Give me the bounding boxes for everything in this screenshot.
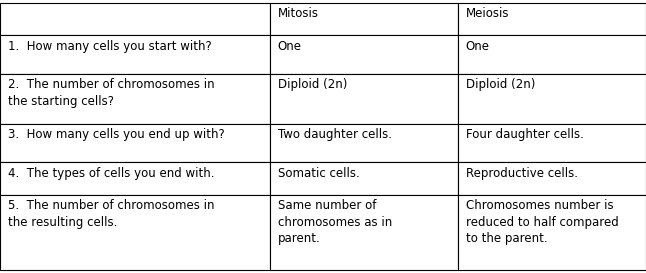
Bar [270, 74, 458, 124]
Bar [458, 162, 646, 195]
Text: One: One [466, 40, 490, 52]
Bar [0, 124, 270, 162]
Text: 4.  The types of cells you end with.: 4. The types of cells you end with. [8, 167, 214, 180]
Bar [0, 162, 270, 195]
Text: Meiosis: Meiosis [466, 7, 509, 20]
Bar [458, 35, 646, 74]
Text: One: One [278, 40, 302, 52]
Text: 5.  The number of chromosomes in
the resulting cells.: 5. The number of chromosomes in the resu… [8, 199, 214, 229]
Bar [0, 74, 270, 124]
Bar [270, 3, 458, 35]
Bar [458, 3, 646, 35]
Text: Mitosis: Mitosis [278, 7, 318, 20]
Bar [458, 74, 646, 124]
Bar [270, 195, 458, 270]
Text: Diploid (2n): Diploid (2n) [466, 78, 535, 91]
Text: 3.  How many cells you end up with?: 3. How many cells you end up with? [8, 128, 225, 141]
Text: Two daughter cells.: Two daughter cells. [278, 128, 391, 141]
Bar [0, 3, 270, 35]
Text: Same number of
chromosomes as in
parent.: Same number of chromosomes as in parent. [278, 199, 392, 245]
Bar [0, 35, 270, 74]
Text: Diploid (2n): Diploid (2n) [278, 78, 347, 91]
Bar [270, 124, 458, 162]
Text: Four daughter cells.: Four daughter cells. [466, 128, 583, 141]
Bar [270, 162, 458, 195]
Text: Somatic cells.: Somatic cells. [278, 167, 360, 180]
Text: Chromosomes number is
reduced to half compared
to the parent.: Chromosomes number is reduced to half co… [466, 199, 618, 245]
Bar [0, 195, 270, 270]
Text: Reproductive cells.: Reproductive cells. [466, 167, 578, 180]
Bar [270, 35, 458, 74]
Text: 2.  The number of chromosomes in
the starting cells?: 2. The number of chromosomes in the star… [8, 78, 214, 108]
Bar [458, 195, 646, 270]
Text: 1.  How many cells you start with?: 1. How many cells you start with? [8, 40, 211, 52]
Bar [458, 124, 646, 162]
